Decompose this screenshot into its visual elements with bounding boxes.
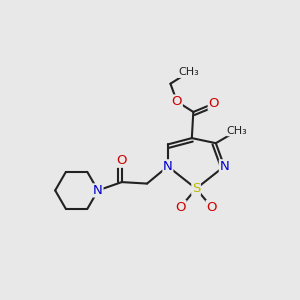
Text: O: O [206,201,217,214]
Text: O: O [208,97,219,110]
Text: CH₃: CH₃ [227,126,248,136]
Text: O: O [116,154,127,167]
Text: S: S [192,182,200,195]
Text: CH₃: CH₃ [178,68,199,77]
Text: N: N [219,160,229,173]
Text: O: O [172,95,182,108]
Text: N: N [93,184,103,197]
Text: O: O [176,201,186,214]
Text: N: N [163,160,173,173]
